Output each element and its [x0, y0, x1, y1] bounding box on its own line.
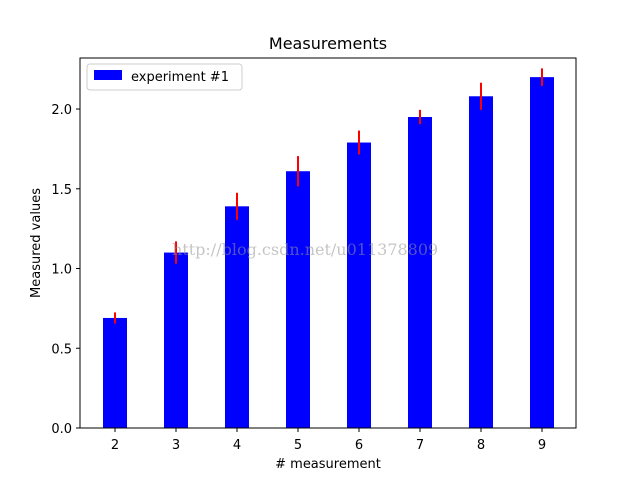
- bar-3: [164, 252, 188, 428]
- plot-frame: [79, 57, 577, 429]
- bar-4: [225, 206, 249, 428]
- chart-title: Measurements: [269, 34, 387, 53]
- bar-6: [347, 142, 371, 428]
- x-tick-label-3: 3: [172, 438, 180, 453]
- bar-2: [103, 317, 127, 428]
- bar-8: [469, 96, 493, 428]
- error-bars-group: [114, 68, 543, 324]
- legend-swatch: [94, 70, 122, 80]
- x-axis-ticks: 2 3 4 5 6 7 8 9: [111, 428, 546, 453]
- bars-group: [103, 77, 554, 429]
- x-tick-label-4: 4: [233, 438, 241, 453]
- legend-label: experiment #1: [131, 70, 229, 85]
- legend: experiment #1: [86, 63, 243, 91]
- x-tick-label-8: 8: [477, 438, 485, 453]
- y-axis-label: Measured values: [29, 188, 44, 298]
- x-tick-label-6: 6: [355, 438, 363, 453]
- y-tick-label-0: 0.0: [51, 422, 72, 437]
- legend-frame: [86, 63, 243, 91]
- x-tick-label-9: 9: [538, 438, 546, 453]
- y-tick-label-2: 1.0: [51, 263, 72, 278]
- bar-9: [530, 77, 554, 428]
- x-tick-label-7: 7: [416, 438, 424, 453]
- watermark: http://blog.csdn.net/u011378809: [172, 240, 439, 259]
- x-tick-label-5: 5: [294, 438, 302, 453]
- y-tick-label-4: 2.0: [51, 103, 72, 118]
- bar-7: [408, 117, 432, 429]
- y-tick-label-1: 0.5: [51, 342, 72, 357]
- x-tick-label-2: 2: [111, 438, 119, 453]
- bar-5: [286, 171, 310, 428]
- y-tick-label-3: 1.5: [51, 183, 72, 198]
- y-axis-ticks: 0.0 0.5 1.0 1.5 2.0: [51, 103, 80, 437]
- x-axis-label: # measurement: [275, 457, 381, 472]
